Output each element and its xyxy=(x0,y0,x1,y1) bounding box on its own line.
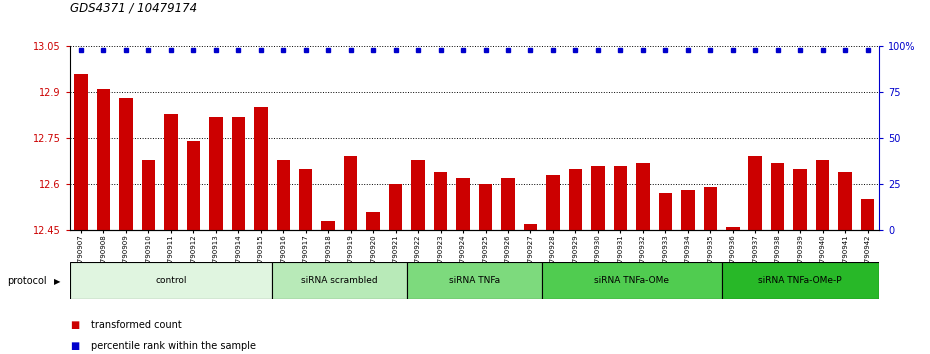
Bar xyxy=(299,169,312,230)
Bar xyxy=(541,262,722,299)
Bar xyxy=(433,172,447,230)
Bar xyxy=(70,262,272,299)
Bar xyxy=(74,74,87,230)
Bar xyxy=(861,199,874,230)
Text: control: control xyxy=(155,276,187,285)
Bar xyxy=(411,160,425,230)
Bar xyxy=(501,178,514,230)
Bar xyxy=(703,187,717,230)
Text: siRNA TNFa-OMe-P: siRNA TNFa-OMe-P xyxy=(758,276,842,285)
Bar xyxy=(209,116,222,230)
Bar xyxy=(749,156,762,230)
Bar xyxy=(344,156,357,230)
Text: transformed count: transformed count xyxy=(91,320,182,330)
Bar xyxy=(722,262,879,299)
Text: protocol: protocol xyxy=(7,276,47,286)
Bar xyxy=(726,227,739,230)
Bar xyxy=(254,107,268,230)
Bar xyxy=(658,193,672,230)
Bar xyxy=(322,221,335,230)
Text: percentile rank within the sample: percentile rank within the sample xyxy=(91,341,256,350)
Bar xyxy=(366,212,379,230)
Bar xyxy=(389,184,403,230)
Text: GDS4371 / 10479174: GDS4371 / 10479174 xyxy=(70,2,197,15)
Bar xyxy=(119,98,133,230)
Bar xyxy=(141,160,155,230)
Bar xyxy=(232,116,245,230)
Bar xyxy=(457,178,470,230)
Bar xyxy=(838,172,852,230)
Bar xyxy=(479,184,492,230)
Text: ■: ■ xyxy=(70,320,79,330)
Bar xyxy=(164,114,178,230)
Bar xyxy=(681,190,695,230)
Bar xyxy=(187,141,200,230)
Bar xyxy=(568,169,582,230)
Bar xyxy=(816,160,830,230)
Text: siRNA scrambled: siRNA scrambled xyxy=(301,276,378,285)
Bar xyxy=(546,175,560,230)
Bar xyxy=(614,166,627,230)
Bar xyxy=(636,162,649,230)
Bar xyxy=(771,162,784,230)
Text: ■: ■ xyxy=(70,341,79,350)
Bar xyxy=(524,224,538,230)
Text: siRNA TNFa-OMe: siRNA TNFa-OMe xyxy=(594,276,669,285)
Bar xyxy=(272,262,406,299)
Bar xyxy=(591,166,604,230)
Bar xyxy=(97,89,110,230)
Bar xyxy=(406,262,541,299)
Bar xyxy=(276,160,290,230)
Text: ▶: ▶ xyxy=(54,277,60,286)
Text: siRNA TNFa: siRNA TNFa xyxy=(449,276,499,285)
Bar xyxy=(793,169,807,230)
